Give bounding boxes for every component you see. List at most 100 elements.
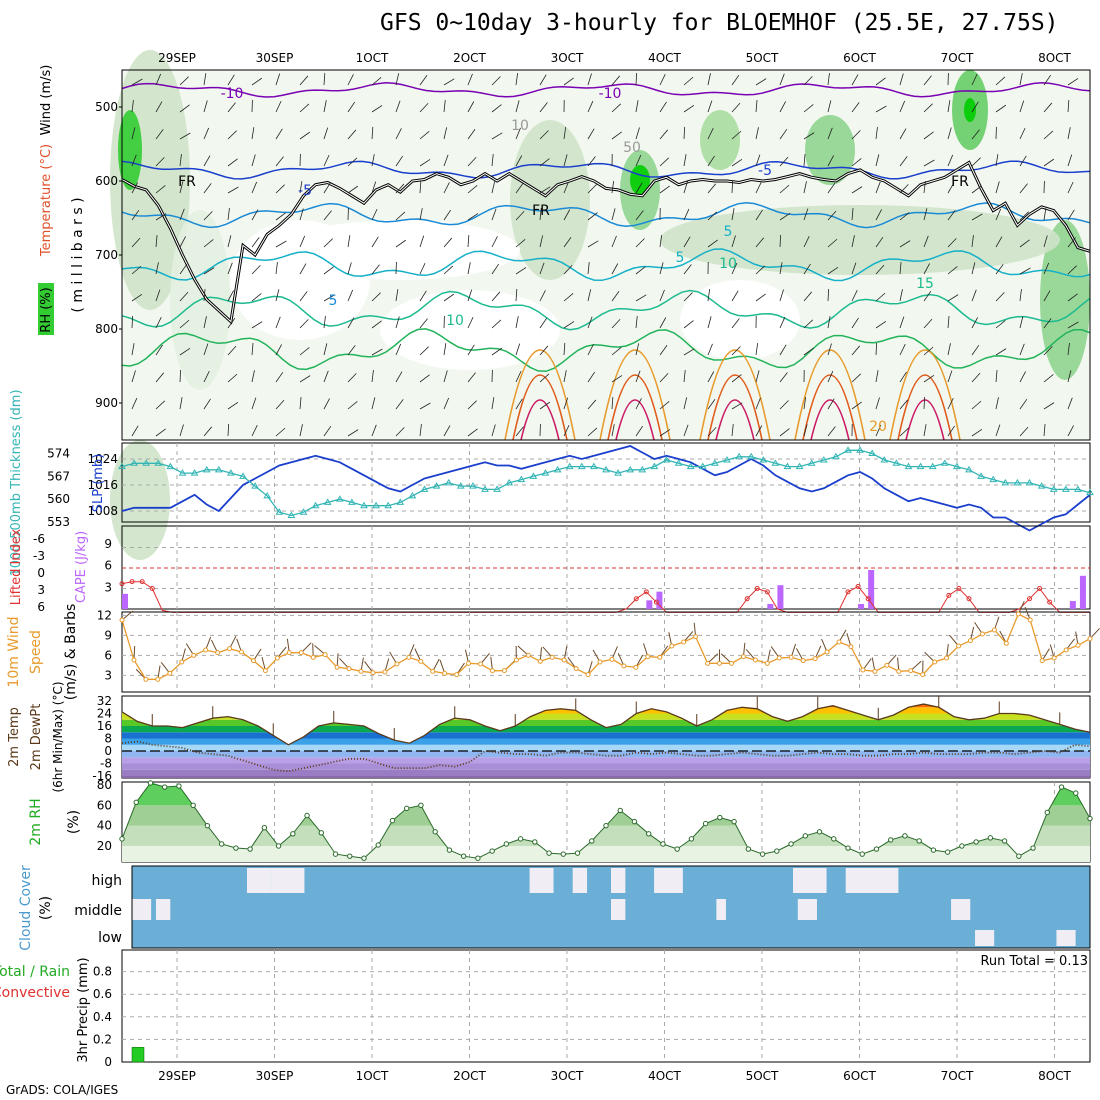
wind-speed-marker xyxy=(525,652,531,658)
upper-wind-barb xyxy=(731,374,742,383)
upper-wind-barb xyxy=(827,127,833,140)
upper-wind-barb xyxy=(275,427,286,437)
upper-wind-barb xyxy=(203,211,213,221)
upper-wind-barb xyxy=(827,155,834,167)
upper-wind-barb xyxy=(731,424,734,437)
upper-wind-barb xyxy=(395,128,402,140)
thickness-marker xyxy=(481,485,489,492)
wind-axis-label-1: 10m Wind xyxy=(6,616,22,687)
temp-band xyxy=(122,738,1090,745)
upper-wind-barb xyxy=(371,154,375,167)
upper-wind-barb xyxy=(395,427,405,437)
warm-contour xyxy=(715,399,755,441)
thickness-marker xyxy=(517,475,526,483)
upper-wind-barb xyxy=(851,130,861,140)
wind-speed-marker xyxy=(920,672,926,678)
thickness-marker xyxy=(202,465,211,473)
top-date-label: 5OCT xyxy=(746,51,779,65)
precip-tick-label: 0.6 xyxy=(93,987,112,1001)
li-marker xyxy=(129,579,135,585)
upper-wind-barb xyxy=(707,100,713,113)
upper-wind-barb xyxy=(779,289,784,302)
thickness-marker xyxy=(807,459,816,466)
upper-wind-barb xyxy=(707,155,715,167)
li-line xyxy=(121,581,1090,613)
upper-wind-barb xyxy=(563,424,570,437)
bottom-date-label: 1OCT xyxy=(356,1069,389,1083)
top-date-label: 3OCT xyxy=(551,51,584,65)
temp-tick-label: 16 xyxy=(97,719,112,733)
upper-wind-barb xyxy=(683,154,687,167)
upper-wind-barb xyxy=(659,429,671,437)
upper-wind-barb xyxy=(131,182,138,194)
warm-contour xyxy=(897,374,953,441)
upper-wind-barb xyxy=(1043,208,1047,221)
upper-wind-barb xyxy=(1019,73,1023,86)
upper-wind-barb xyxy=(755,343,759,356)
upper-wind-barb xyxy=(371,76,382,86)
cloud-block xyxy=(716,899,726,920)
thickness-marker xyxy=(1001,478,1010,486)
upper-wind-barb xyxy=(779,372,788,383)
li-marker xyxy=(865,596,871,602)
cloud-block xyxy=(611,899,626,920)
upper-wind-barb xyxy=(803,291,813,302)
rh-marker xyxy=(802,833,808,839)
wind-speed-line xyxy=(121,613,1091,680)
thickness-marker xyxy=(444,478,453,486)
upper-wind-barb xyxy=(923,235,929,248)
rh-marker xyxy=(831,836,837,842)
thickness-marker xyxy=(323,498,332,505)
upper-wind-barb xyxy=(875,342,878,356)
upper-wind-barb xyxy=(395,399,404,410)
thickness-marker xyxy=(384,501,393,509)
cloud-block xyxy=(793,868,827,893)
wind-speed-marker xyxy=(537,658,543,664)
upper-wind-barb xyxy=(395,371,403,383)
upper-wind-barb xyxy=(731,130,742,140)
thickness-marker xyxy=(432,482,441,489)
thickness-marker xyxy=(638,465,647,473)
rh-tick-label: 40 xyxy=(97,819,112,833)
precip-panel: Run Total = 0.13 0 0.2 0.4 0.6 0.8 Total / Rai… xyxy=(0,949,1091,1083)
upper-wind-barb xyxy=(443,78,455,86)
upper-air-panel: -10 -10 -5 -5 FR FR FR 5 5 5 10 10 15 20 10 50 500 600 700… xyxy=(38,50,1091,560)
upper-wind-barb xyxy=(587,212,598,221)
upper-wind-barb xyxy=(971,101,979,113)
upper-wind-barb xyxy=(899,240,911,248)
isotherm-line xyxy=(121,328,1091,373)
li-marker xyxy=(764,589,770,595)
wind-speed-marker xyxy=(896,668,902,674)
li-marker xyxy=(845,589,851,595)
upper-wind-barb xyxy=(131,397,138,410)
upper-wind-barb xyxy=(611,291,620,302)
upper-wind-barb xyxy=(947,294,959,302)
upper-wind-barb xyxy=(707,343,713,356)
cloud-unit-label: (%) xyxy=(38,896,54,920)
li-marker xyxy=(633,596,639,602)
thickness-marker xyxy=(577,462,586,470)
upper-wind-barb xyxy=(275,240,287,248)
upper-wind-barb xyxy=(251,154,256,167)
upper-wind-barb xyxy=(971,235,974,248)
upper-wind-barb xyxy=(947,343,951,356)
upper-wind-barb xyxy=(1067,425,1074,437)
wind-speed-marker xyxy=(406,654,412,660)
upper-wind-barb xyxy=(683,181,688,194)
wind-speed-marker xyxy=(621,663,627,669)
upper-wind-barb xyxy=(827,73,830,86)
upper-wind-barb xyxy=(491,291,501,302)
warm-contour xyxy=(607,374,663,441)
upper-wind-barb xyxy=(947,100,951,113)
rh-marker xyxy=(646,831,652,837)
upper-wind-barb xyxy=(131,293,143,302)
wind-speed-marker xyxy=(824,649,830,655)
upper-wind-barb xyxy=(347,373,357,383)
upper-wind-barb xyxy=(683,320,694,329)
upper-wind-barb xyxy=(659,262,664,275)
upper-wind-barb xyxy=(347,345,356,356)
upper-wind-barb xyxy=(227,235,232,248)
wind-speed-marker xyxy=(549,654,555,660)
rh-marker xyxy=(1058,784,1065,790)
rh-shade xyxy=(660,205,1060,275)
